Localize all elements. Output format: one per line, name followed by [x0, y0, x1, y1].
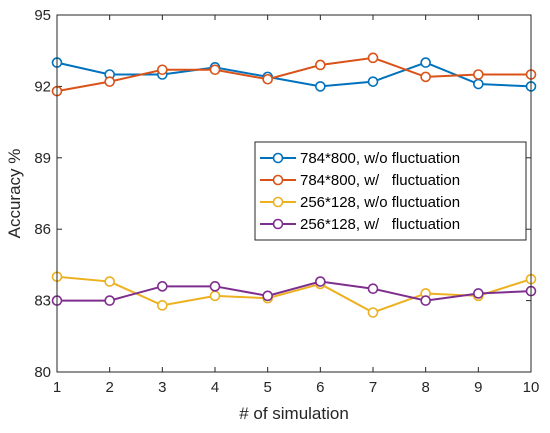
legend-marker	[272, 218, 284, 230]
legend-label: 256*128, w/o fluctuation	[300, 194, 460, 211]
data-point	[104, 76, 115, 87]
data-point	[209, 64, 221, 76]
data-point	[473, 69, 484, 80]
data-point	[315, 59, 326, 71]
x-tick-label: 4	[211, 379, 219, 396]
data-point	[104, 295, 115, 306]
data-point	[157, 300, 168, 311]
x-tick-label: 10	[523, 379, 540, 396]
x-tick-label: 8	[421, 379, 429, 396]
legend-entry: 784*800, w/o fluctuation	[260, 150, 460, 167]
x-tick-label: 7	[369, 379, 377, 396]
data-point	[367, 307, 379, 318]
y-tick-label: 80	[34, 364, 51, 381]
data-point	[262, 290, 273, 302]
plot-frame	[56, 14, 532, 373]
series-line	[56, 56, 531, 93]
y-tick-label: 92	[34, 78, 51, 95]
legend-label: 256*128, w/ fluctuation	[300, 216, 460, 233]
data-point	[209, 290, 221, 302]
data-point	[262, 73, 273, 85]
data-point	[315, 276, 326, 287]
y-axis-label: Accuracy %	[5, 149, 24, 239]
data-point	[104, 276, 115, 287]
data-point	[473, 78, 484, 90]
legend-entry: 256*128, w/ fluctuation	[260, 216, 460, 233]
data-point	[420, 295, 431, 306]
series-line	[57, 280, 532, 302]
y-tick-label: 86	[34, 221, 51, 238]
data-point	[367, 52, 379, 64]
legend-marker	[272, 152, 284, 164]
data-point	[157, 281, 168, 292]
legend-marker	[272, 196, 284, 208]
data-point	[420, 71, 431, 83]
legend: 784*800, w/o fluctuation 784*800, w/ fluc…	[254, 141, 527, 241]
data-point	[420, 57, 431, 68]
data-point	[367, 283, 379, 295]
legend-label: 784*800, w/ fluctuation	[300, 172, 460, 189]
legend-marker	[272, 174, 284, 186]
x-tick-label: 9	[474, 379, 482, 396]
x-axis-label: # of simulation	[239, 404, 349, 423]
data-point	[473, 288, 484, 299]
y-tick-label: 83	[34, 293, 51, 310]
legend-label: 784*800, w/o fluctuation	[300, 150, 460, 167]
y-tick-label: 95	[34, 7, 51, 24]
x-tick-label: 3	[158, 379, 166, 396]
series-layer	[51, 52, 537, 318]
series-line	[56, 61, 532, 88]
x-tick-label: 2	[105, 379, 113, 396]
x-tick-label: 5	[263, 379, 271, 396]
series-2	[51, 52, 537, 97]
x-tick-label: 1	[53, 379, 61, 396]
data-point	[315, 81, 326, 92]
data-point	[157, 64, 168, 76]
data-point	[367, 76, 379, 87]
legend-entry: 256*128, w/o fluctuation	[260, 194, 460, 211]
data-point	[209, 281, 221, 292]
legend-box	[254, 141, 527, 241]
legend-entry: 784*800, w/ fluctuation	[260, 172, 460, 189]
x-tick-label: 6	[316, 379, 324, 396]
y-tick-label: 89	[34, 150, 51, 167]
